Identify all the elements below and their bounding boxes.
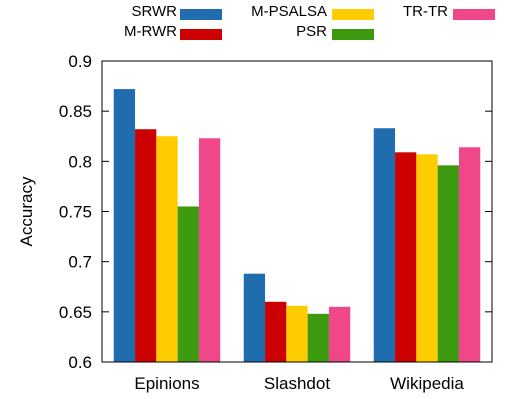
x-tick-label: Slashdot — [264, 374, 330, 393]
y-tick-label: 0.85 — [59, 102, 92, 121]
legend-label: M-PSALSA — [251, 3, 327, 20]
x-tick-label: Wikipedia — [390, 374, 464, 393]
legend-label: PSR — [296, 23, 327, 40]
legend-swatch — [180, 9, 222, 20]
y-tick-label: 0.9 — [68, 52, 92, 71]
x-axis-ticks: Epinions Slashdot Wikipedia — [134, 374, 464, 393]
bar-m-psalsa-wikipedia — [416, 154, 438, 362]
legend-label: M-RWR — [124, 23, 177, 40]
legend-swatch — [332, 9, 374, 20]
y-tick-label: 0.75 — [59, 203, 92, 222]
bars — [113, 89, 481, 363]
y-tick-label: 0.7 — [68, 253, 92, 272]
y-tick-label: 0.8 — [68, 152, 92, 171]
bar-srwr-epinions — [113, 89, 136, 363]
y-axis-label: Accuracy — [17, 176, 36, 246]
bar-psr-slashdot — [307, 313, 329, 362]
y-tick-label: 0.6 — [68, 353, 92, 372]
bar-m-rwr-slashdot — [265, 301, 287, 362]
bar-psr-epinions — [177, 206, 199, 362]
x-tick-label: Epinions — [134, 374, 199, 393]
legend: SRWR M-RWR M-PSALSA PSR TR-TR — [124, 3, 495, 40]
legend-label: TR-TR — [403, 3, 448, 20]
bar-psr-wikipedia — [437, 165, 459, 362]
legend-label: SRWR — [131, 3, 177, 20]
bar-srwr-wikipedia — [373, 128, 396, 362]
bar-tr-tr-slashdot — [328, 306, 351, 362]
legend-swatch — [453, 9, 495, 20]
legend-swatch — [332, 29, 374, 40]
bar-tr-tr-wikipedia — [458, 147, 481, 362]
legend-swatch — [180, 29, 222, 40]
bar-tr-tr-epinions — [198, 138, 221, 362]
bar-m-rwr-epinions — [135, 129, 157, 362]
bar-m-psalsa-epinions — [156, 136, 178, 362]
bar-m-rwr-wikipedia — [395, 152, 417, 362]
bar-m-psalsa-slashdot — [286, 305, 308, 362]
y-tick-label: 0.65 — [59, 303, 92, 322]
y-axis-ticks: 0.6 0.65 0.7 0.75 0.8 0.85 0.9 — [59, 52, 492, 372]
bar-srwr-slashdot — [243, 273, 266, 362]
